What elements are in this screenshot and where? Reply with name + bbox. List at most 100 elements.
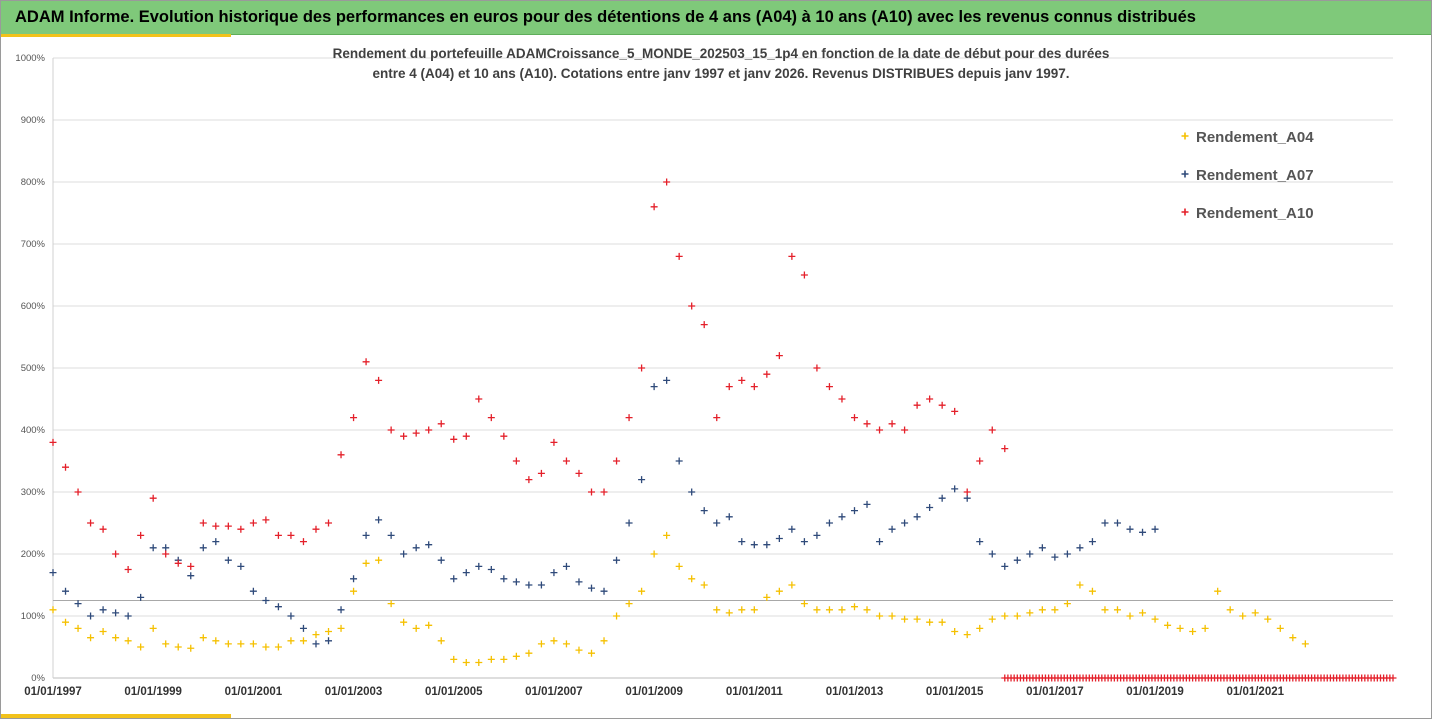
data-point bbox=[1126, 525, 1134, 533]
x-axis-ticks: 01/01/1997 01/01/1999 01/01/2001 01/01/2003… bbox=[24, 686, 1284, 698]
data-point bbox=[1076, 581, 1084, 589]
data-point bbox=[350, 587, 358, 595]
data-point bbox=[337, 606, 345, 614]
data-point bbox=[738, 538, 746, 546]
data-point bbox=[1026, 609, 1034, 617]
data-point bbox=[1001, 612, 1009, 620]
data-point bbox=[1038, 544, 1046, 552]
data-point bbox=[863, 420, 871, 428]
data-point bbox=[537, 640, 545, 648]
data-point bbox=[475, 562, 483, 570]
data-point bbox=[325, 637, 333, 645]
data-point bbox=[613, 612, 621, 620]
data-point bbox=[500, 432, 508, 440]
data-point bbox=[487, 566, 495, 573]
data-point bbox=[700, 321, 708, 329]
data-point bbox=[212, 522, 220, 530]
data-point bbox=[788, 252, 796, 260]
y-tick-label: 900% bbox=[21, 115, 46, 126]
data-point bbox=[149, 494, 157, 502]
data-point bbox=[1001, 445, 1009, 453]
data-point bbox=[375, 516, 383, 524]
data-point bbox=[99, 628, 107, 635]
data-point bbox=[262, 643, 270, 651]
data-point bbox=[1164, 621, 1172, 629]
data-point bbox=[124, 612, 132, 620]
data-point bbox=[825, 383, 833, 391]
data-point bbox=[800, 271, 808, 279]
data-point bbox=[725, 513, 733, 521]
data-point bbox=[74, 488, 82, 496]
data-point bbox=[850, 414, 858, 422]
data-point bbox=[1151, 525, 1159, 533]
x-tick-label: 01/01/2013 bbox=[826, 686, 884, 698]
data-point bbox=[112, 634, 120, 642]
data-point bbox=[1276, 624, 1284, 632]
data-point bbox=[825, 519, 833, 527]
data-point bbox=[901, 426, 909, 434]
data-point bbox=[588, 488, 596, 496]
data-point bbox=[274, 531, 282, 539]
data-point bbox=[387, 426, 395, 434]
data-point bbox=[400, 618, 408, 626]
data-point bbox=[137, 643, 145, 651]
title-banner: ADAM Informe. Evolution historique des p… bbox=[1, 1, 1431, 35]
data-point bbox=[437, 556, 445, 564]
data-point bbox=[926, 395, 934, 403]
data-point bbox=[675, 562, 683, 570]
data-point bbox=[1139, 609, 1147, 617]
data-point bbox=[1088, 587, 1096, 595]
data-point bbox=[988, 426, 996, 434]
data-point bbox=[926, 618, 934, 626]
data-point bbox=[625, 519, 633, 527]
data-point bbox=[1101, 519, 1109, 527]
data-point bbox=[901, 519, 909, 527]
data-point bbox=[350, 575, 358, 583]
data-point bbox=[325, 519, 333, 527]
data-point bbox=[713, 606, 721, 614]
data-point bbox=[1013, 556, 1021, 564]
data-point bbox=[625, 600, 633, 608]
data-point bbox=[462, 569, 470, 577]
data-point bbox=[74, 624, 82, 632]
data-point bbox=[613, 457, 621, 465]
data-point bbox=[149, 544, 157, 552]
data-point bbox=[1051, 606, 1059, 614]
data-point bbox=[901, 615, 909, 623]
data-point bbox=[600, 488, 608, 496]
data-point bbox=[1063, 550, 1071, 558]
data-point bbox=[325, 628, 333, 635]
data-point bbox=[562, 640, 570, 648]
data-point bbox=[763, 370, 771, 378]
data-point bbox=[512, 457, 520, 465]
x-tick-label: 01/01/2021 bbox=[1226, 686, 1284, 698]
data-point bbox=[1201, 624, 1209, 632]
x-tick-label: 01/01/2005 bbox=[425, 686, 483, 698]
data-point bbox=[174, 643, 182, 651]
data-point bbox=[412, 429, 420, 437]
series-rendement-a04 bbox=[49, 531, 1309, 666]
data-point bbox=[813, 606, 821, 614]
data-point bbox=[375, 376, 383, 384]
data-point bbox=[49, 569, 57, 577]
y-tick-label: 100% bbox=[21, 611, 46, 622]
legend-label: Rendement_A07 bbox=[1196, 167, 1314, 184]
data-point bbox=[1289, 634, 1297, 642]
data-point bbox=[299, 637, 307, 645]
data-point bbox=[713, 414, 721, 422]
data-point bbox=[876, 538, 884, 546]
series-rendement-a10 bbox=[49, 178, 1009, 573]
data-point bbox=[425, 541, 433, 549]
data-point bbox=[613, 556, 621, 564]
data-point bbox=[400, 550, 408, 558]
x-tick-label: 01/01/2019 bbox=[1126, 686, 1184, 698]
data-point bbox=[775, 587, 783, 595]
series-a10-zero-band bbox=[1001, 674, 1397, 682]
y-tick-label: 700% bbox=[21, 239, 46, 250]
data-point bbox=[763, 593, 771, 601]
data-point bbox=[274, 643, 282, 651]
data-point bbox=[813, 364, 821, 372]
accent-bar-bottom bbox=[1, 714, 231, 718]
data-point bbox=[976, 538, 984, 546]
